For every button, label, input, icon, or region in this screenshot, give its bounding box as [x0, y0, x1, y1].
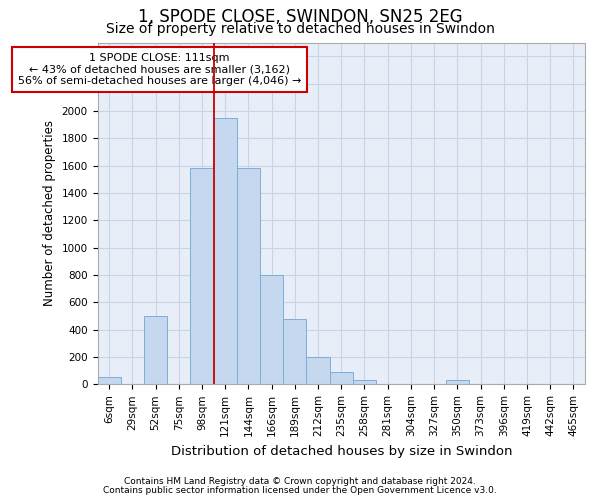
Bar: [214, 118, 237, 384]
Bar: [98, 378, 121, 384]
Bar: [307, 357, 329, 384]
Bar: [283, 318, 307, 384]
Text: Contains public sector information licensed under the Open Government Licence v3: Contains public sector information licen…: [103, 486, 497, 495]
Text: 1, SPODE CLOSE, SWINDON, SN25 2EG: 1, SPODE CLOSE, SWINDON, SN25 2EG: [137, 8, 463, 26]
Bar: [329, 372, 353, 384]
Bar: [446, 380, 469, 384]
Bar: [260, 275, 283, 384]
Bar: [144, 316, 167, 384]
Bar: [237, 168, 260, 384]
Text: Size of property relative to detached houses in Swindon: Size of property relative to detached ho…: [106, 22, 494, 36]
X-axis label: Distribution of detached houses by size in Swindon: Distribution of detached houses by size …: [170, 444, 512, 458]
Y-axis label: Number of detached properties: Number of detached properties: [43, 120, 56, 306]
Bar: [353, 380, 376, 384]
Bar: [190, 168, 214, 384]
Text: 1 SPODE CLOSE: 111sqm
← 43% of detached houses are smaller (3,162)
56% of semi-d: 1 SPODE CLOSE: 111sqm ← 43% of detached …: [18, 53, 301, 86]
Text: Contains HM Land Registry data © Crown copyright and database right 2024.: Contains HM Land Registry data © Crown c…: [124, 477, 476, 486]
